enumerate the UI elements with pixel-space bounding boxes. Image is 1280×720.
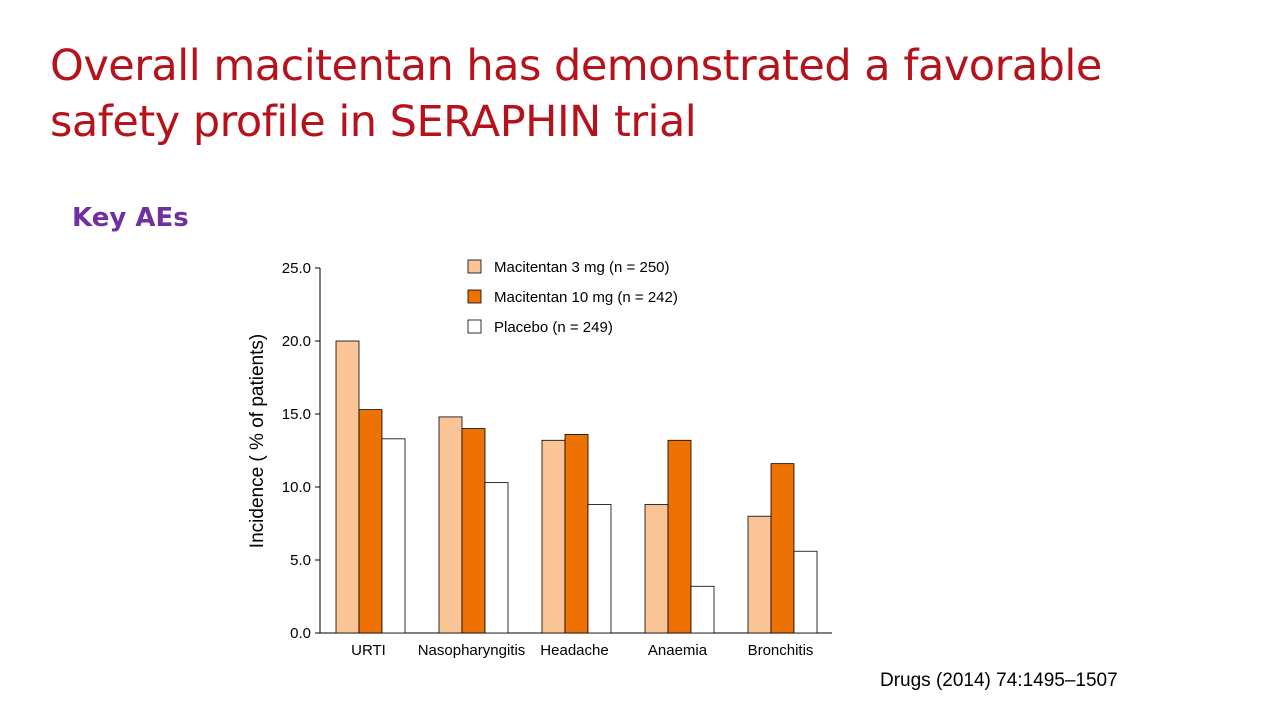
bar	[541, 439, 566, 634]
bar	[335, 340, 360, 634]
bar	[793, 550, 818, 634]
bar	[644, 504, 669, 634]
y-tick-label: 5.0	[290, 552, 311, 569]
legend-entry: Macitentan 10 mg (n = 242)	[494, 289, 678, 306]
section-subtitle: Key AEs	[72, 203, 189, 233]
y-tick-label: 20.0	[282, 333, 311, 350]
bar	[461, 428, 486, 634]
chart-bars	[335, 340, 818, 634]
legend-swatch	[467, 259, 482, 274]
x-tick-label: Nasopharyngitis	[418, 642, 526, 659]
bar	[484, 482, 509, 634]
y-tick-label: 10.0	[282, 479, 311, 496]
y-tick-label: 15.0	[282, 406, 311, 423]
x-tick-label: Anaemia	[648, 642, 708, 659]
x-tick-label: URTI	[351, 642, 386, 659]
bar	[381, 438, 406, 634]
citation: Drugs (2014) 74:1495–1507	[880, 670, 1118, 691]
bar	[690, 585, 715, 634]
slide-title-line-1: Overall macitentan has demonstrated a fa…	[50, 41, 1102, 91]
legend-entry: Macitentan 3 mg (n = 250)	[494, 259, 670, 276]
chart-legend: Macitentan 3 mg (n = 250) Macitentan 10 m…	[467, 259, 678, 336]
bar	[438, 416, 463, 634]
slide-title: Overall macitentan has demonstrated a fa…	[50, 38, 1250, 150]
legend-entry: Placebo (n = 249)	[494, 319, 613, 336]
slide-title-line-2: safety profile in SERAPHIN trial	[50, 97, 697, 147]
y-tick-label: 0.0	[290, 625, 311, 642]
bar	[564, 434, 589, 634]
x-tick-label: Headache	[540, 642, 608, 659]
x-tick-label: Bronchitis	[748, 642, 814, 659]
bar	[667, 439, 692, 634]
y-tick-label: 25.0	[282, 260, 311, 277]
legend-swatch	[467, 289, 482, 304]
bar	[587, 504, 612, 634]
bar	[358, 409, 383, 634]
bar	[770, 463, 795, 634]
bar	[747, 515, 772, 634]
y-axis-label: Incidence ( % of patients)	[247, 334, 268, 548]
legend-swatch	[467, 319, 482, 334]
